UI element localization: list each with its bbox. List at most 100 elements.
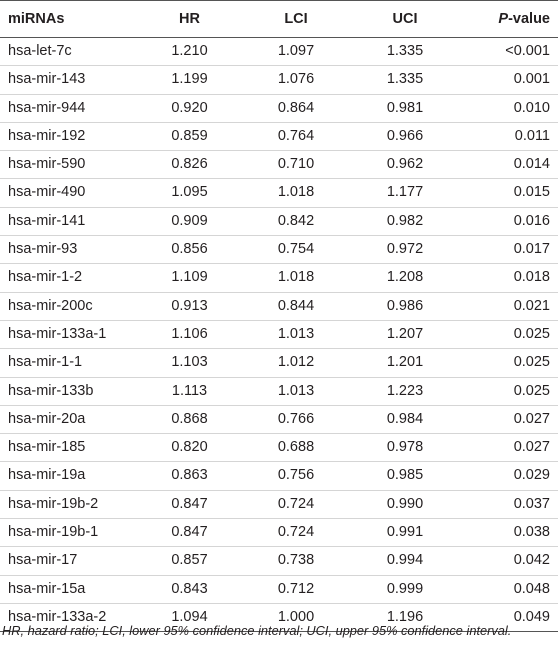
- hr-cell: 0.856: [138, 235, 241, 265]
- hr-cell: 1.094: [138, 603, 241, 633]
- table-row: hsa-mir-490 1.095 1.018 1.177 0.015: [0, 178, 558, 208]
- mirna-name-cell: hsa-mir-1-1: [0, 348, 138, 378]
- table-row: hsa-mir-141 0.909 0.842 0.982 0.016: [0, 207, 558, 237]
- mirna-name-cell: hsa-mir-200c: [0, 292, 138, 321]
- table-row: hsa-mir-192 0.859 0.764 0.966 0.011: [0, 122, 558, 152]
- p-value-cell: 0.017: [459, 235, 558, 265]
- hr-cell: 0.826: [138, 150, 241, 180]
- uci-cell: 1.223: [351, 377, 459, 406]
- p-value-cell: 0.018: [459, 263, 558, 293]
- uci-cell: 0.966: [351, 122, 459, 152]
- hr-cell: 1.095: [138, 178, 241, 208]
- lci-cell: 1.013: [241, 320, 351, 350]
- lci-cell: 0.724: [241, 518, 351, 548]
- mirna-name-cell: hsa-mir-185: [0, 433, 138, 463]
- uci-cell: 0.991: [351, 518, 459, 548]
- lci-cell: 1.012: [241, 348, 351, 378]
- lci-cell: 1.013: [241, 377, 351, 406]
- p-value-cell: 0.001: [459, 65, 558, 95]
- column-header-hr: HR: [138, 0, 241, 38]
- p-letter: P: [498, 11, 509, 27]
- p-value-cell: 0.025: [459, 377, 558, 406]
- table-row: hsa-mir-19b-2 0.847 0.724 0.990 0.037: [0, 490, 558, 520]
- table-row: hsa-let-7c 1.210 1.097 1.335 <0.001: [0, 37, 558, 67]
- table-row: hsa-mir-944 0.920 0.864 0.981 0.010: [0, 94, 558, 123]
- uci-cell: 0.972: [351, 235, 459, 265]
- hr-cell: 1.113: [138, 377, 241, 406]
- uci-cell: 1.335: [351, 37, 459, 67]
- uci-cell: 1.201: [351, 348, 459, 378]
- lci-cell: 0.756: [241, 461, 351, 491]
- uci-cell: 1.207: [351, 320, 459, 350]
- lci-cell: 1.076: [241, 65, 351, 95]
- table-row: hsa-mir-1-2 1.109 1.018 1.208 0.018: [0, 263, 558, 293]
- p-value-cell: 0.038: [459, 518, 558, 548]
- hr-cell: 0.909: [138, 207, 241, 237]
- uci-cell: 0.978: [351, 433, 459, 463]
- uci-cell: 0.981: [351, 94, 459, 123]
- mirna-name-cell: hsa-let-7c: [0, 37, 138, 67]
- column-header-p-value: P-value: [459, 0, 558, 38]
- table-footnote: HR, hazard ratio; LCI, lower 95% confide…: [2, 623, 512, 638]
- p-value-cell: 0.048: [459, 575, 558, 604]
- table-row: hsa-mir-17 0.857 0.738 0.994 0.042: [0, 546, 558, 576]
- table-header: miRNAs HR LCI UCI P-value: [0, 0, 558, 38]
- uci-cell: 0.999: [351, 575, 459, 604]
- uci-cell: 0.994: [351, 546, 459, 576]
- hr-cell: 0.847: [138, 490, 241, 520]
- uci-cell: 0.982: [351, 207, 459, 237]
- p-value-cell: 0.025: [459, 320, 558, 350]
- column-header-uci: UCI: [351, 0, 459, 38]
- table-row: hsa-mir-200c 0.913 0.844 0.986 0.021: [0, 292, 558, 321]
- table-row: hsa-mir-20a 0.868 0.766 0.984 0.027: [0, 405, 558, 435]
- hr-cell: 0.868: [138, 405, 241, 435]
- p-value-cell: 0.027: [459, 405, 558, 435]
- table-row: hsa-mir-143 1.199 1.076 1.335 0.001: [0, 65, 558, 95]
- table-row: hsa-mir-93 0.856 0.754 0.972 0.017: [0, 235, 558, 265]
- hr-cell: 0.863: [138, 461, 241, 491]
- mirna-name-cell: hsa-mir-133a-1: [0, 320, 138, 350]
- table-row: hsa-mir-590 0.826 0.710 0.962 0.014: [0, 150, 558, 180]
- mirna-name-cell: hsa-mir-133b: [0, 377, 138, 406]
- lci-cell: 1.000: [241, 603, 351, 633]
- mirna-name-cell: hsa-mir-15a: [0, 575, 138, 604]
- p-value-cell: 0.025: [459, 348, 558, 378]
- table-row: hsa-mir-133b 1.113 1.013 1.223 0.025: [0, 377, 558, 406]
- uci-cell: 0.986: [351, 292, 459, 321]
- lci-cell: 1.018: [241, 178, 351, 208]
- lci-cell: 0.712: [241, 575, 351, 604]
- mirna-name-cell: hsa-mir-19b-2: [0, 490, 138, 520]
- mirna-name-cell: hsa-mir-944: [0, 94, 138, 123]
- uci-cell: 1.177: [351, 178, 459, 208]
- p-value-cell: <0.001: [459, 37, 558, 67]
- lci-cell: 0.766: [241, 405, 351, 435]
- mirna-name-cell: hsa-mir-141: [0, 207, 138, 237]
- p-value-cell: 0.011: [459, 122, 558, 152]
- hr-cell: 0.820: [138, 433, 241, 463]
- hr-cell: 0.859: [138, 122, 241, 152]
- lci-cell: 0.844: [241, 292, 351, 321]
- mirna-name-cell: hsa-mir-1-2: [0, 263, 138, 293]
- hr-cell: 1.109: [138, 263, 241, 293]
- hr-cell: 1.199: [138, 65, 241, 95]
- uci-cell: 0.985: [351, 461, 459, 491]
- hr-cell: 0.913: [138, 292, 241, 321]
- hr-cell: 0.847: [138, 518, 241, 548]
- mirna-name-cell: hsa-mir-19a: [0, 461, 138, 491]
- p-value-cell: 0.010: [459, 94, 558, 123]
- table-row: hsa-mir-1-1 1.103 1.012 1.201 0.025: [0, 348, 558, 378]
- hr-cell: 0.857: [138, 546, 241, 576]
- uci-cell: 1.208: [351, 263, 459, 293]
- mirna-name-cell: hsa-mir-20a: [0, 405, 138, 435]
- header-row: miRNAs HR LCI UCI P-value: [0, 0, 558, 38]
- p-value-cell: 0.049: [459, 603, 558, 633]
- p-value-cell: 0.042: [459, 546, 558, 576]
- mirna-name-cell: hsa-mir-133a-2: [0, 603, 138, 633]
- mirna-name-cell: hsa-mir-590: [0, 150, 138, 180]
- table-row: hsa-mir-15a 0.843 0.712 0.999 0.048: [0, 575, 558, 604]
- lci-cell: 0.688: [241, 433, 351, 463]
- p-value-cell: 0.037: [459, 490, 558, 520]
- mirna-name-cell: hsa-mir-490: [0, 178, 138, 208]
